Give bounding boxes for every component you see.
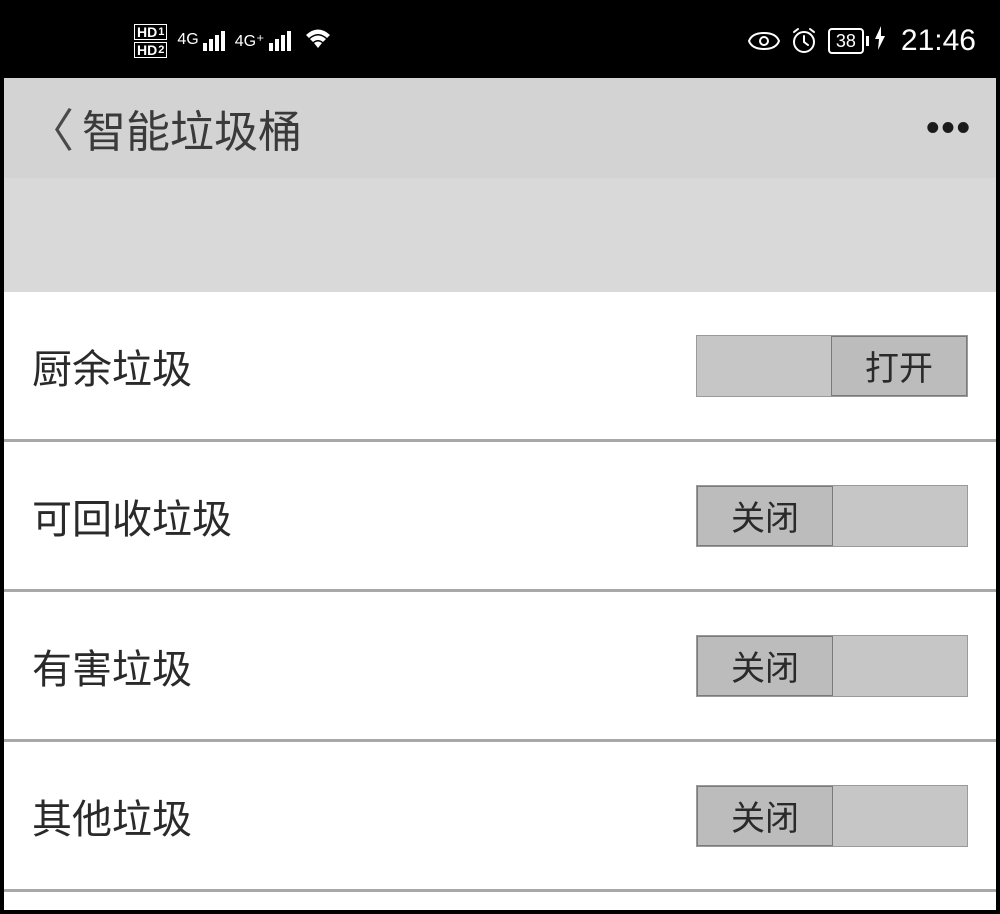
hd1-sub: 1 — [158, 25, 164, 39]
back-icon[interactable]: 〈 — [28, 95, 74, 161]
status-time: 21:46 — [901, 24, 976, 58]
battery-tip-icon — [866, 36, 869, 46]
list-item-recyclable: 可回收垃圾 关闭 — [4, 442, 996, 592]
charging-icon — [873, 26, 887, 56]
hd2-badge: HD2 — [134, 42, 167, 58]
hd-badges: HD1 HD2 — [134, 24, 167, 58]
signal-2: 4G⁺ — [235, 31, 291, 51]
toggle-knob: 关闭 — [697, 636, 833, 696]
status-right: 38 21:46 — [748, 24, 976, 58]
toggle-recyclable[interactable]: 关闭 — [696, 485, 968, 547]
toggle-knob: 关闭 — [697, 486, 833, 546]
toggle-knob: 关闭 — [697, 786, 833, 846]
signal-2-label: 4G⁺ — [235, 31, 265, 51]
item-label: 其他垃圾 — [32, 787, 192, 845]
item-label: 厨余垃圾 — [32, 337, 192, 395]
toggle-hazardous[interactable]: 关闭 — [696, 635, 968, 697]
signal-2-bars-icon — [269, 31, 291, 51]
sub-header — [4, 178, 996, 292]
settings-list: 厨余垃圾 打开 可回收垃圾 关闭 有害垃圾 关闭 其他垃圾 关闭 — [4, 292, 996, 892]
signal-1-label: 4G — [177, 31, 198, 49]
status-left: HD1 HD2 4G 4G⁺ — [134, 24, 333, 58]
toggle-kitchen-waste[interactable]: 打开 — [696, 335, 968, 397]
app-header: 〈 智能垃圾桶 ••• — [4, 78, 996, 178]
toggle-label: 关闭 — [731, 791, 799, 840]
more-icon[interactable]: ••• — [926, 107, 972, 150]
toggle-knob: 打开 — [831, 336, 967, 396]
hd2-sub: 2 — [158, 43, 164, 57]
toggle-label: 关闭 — [731, 491, 799, 540]
wifi-icon — [303, 27, 333, 56]
alarm-icon — [790, 27, 818, 55]
item-label: 可回收垃圾 — [32, 487, 232, 545]
list-item-hazardous: 有害垃圾 关闭 — [4, 592, 996, 742]
signal-1: 4G — [177, 31, 224, 51]
toggle-label: 关闭 — [731, 641, 799, 690]
list-item-other: 其他垃圾 关闭 — [4, 742, 996, 892]
toggle-other[interactable]: 关闭 — [696, 785, 968, 847]
list-item-kitchen-waste: 厨余垃圾 打开 — [4, 292, 996, 442]
battery-level: 38 — [828, 28, 864, 54]
page-title: 智能垃圾桶 — [82, 96, 302, 160]
hd1-text: HD — [137, 25, 157, 39]
signal-1-bars-icon — [203, 31, 225, 51]
toggle-label: 打开 — [865, 341, 933, 390]
eye-icon — [748, 31, 780, 51]
status-bar: HD1 HD2 4G 4G⁺ — [4, 4, 996, 78]
hd1-badge: HD1 — [134, 24, 167, 40]
battery-indicator: 38 — [828, 26, 887, 56]
hd2-text: HD — [137, 43, 157, 57]
item-label: 有害垃圾 — [32, 637, 192, 695]
header-left: 〈 智能垃圾桶 — [28, 95, 302, 161]
